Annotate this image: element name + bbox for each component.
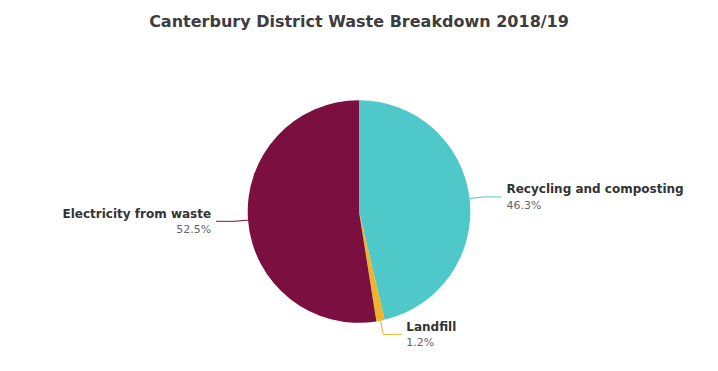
svg-text:1.2%: 1.2% bbox=[406, 336, 434, 349]
svg-text:Electricity from waste: Electricity from waste bbox=[63, 207, 212, 221]
svg-text:46.3%: 46.3% bbox=[506, 199, 541, 212]
svg-text:Landfill: Landfill bbox=[406, 320, 456, 334]
svg-text:Canterbury District Waste Brea: Canterbury District Waste Breakdown 2018… bbox=[149, 12, 569, 31]
svg-text:52.5%: 52.5% bbox=[176, 223, 211, 236]
svg-text:Recycling and composting: Recycling and composting bbox=[506, 182, 683, 196]
